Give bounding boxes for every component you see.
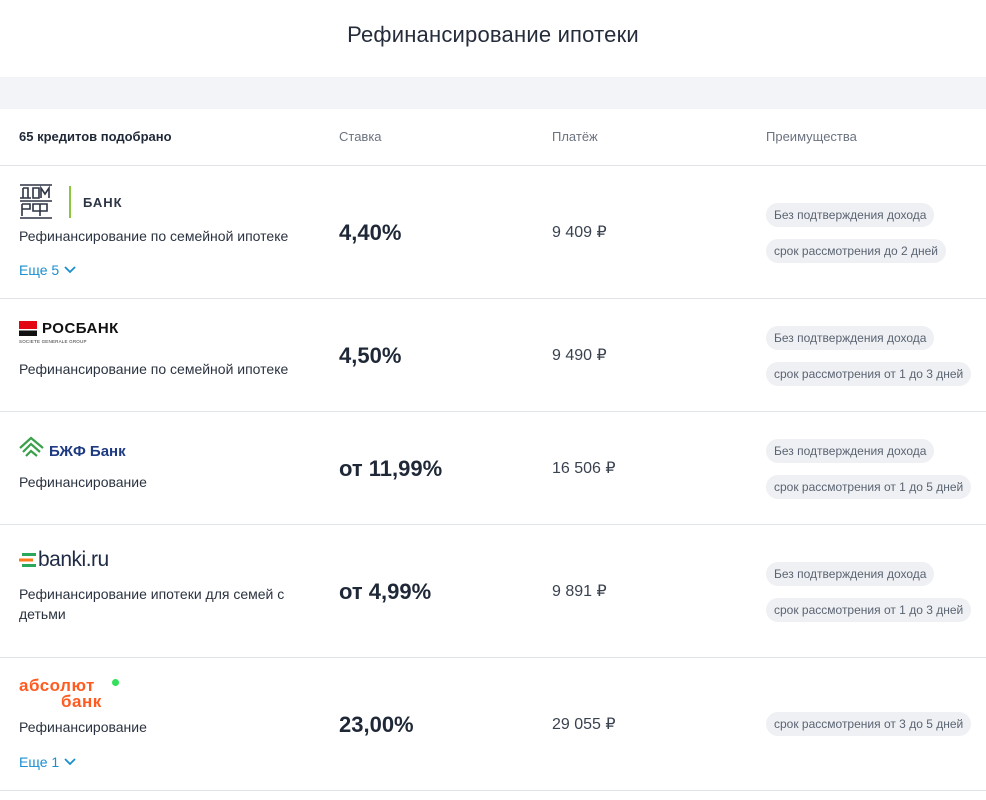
payment-value: 9 409 ₽: [552, 224, 607, 241]
rate-value: 4,50%: [339, 343, 402, 368]
rate-value: 4,40%: [339, 220, 402, 245]
payment-value: 29 055 ₽: [552, 716, 616, 733]
product-name[interactable]: Рефинансирование по семейной ипотеке: [19, 228, 289, 244]
domrf-bank-logo[interactable]: БАНК: [19, 184, 123, 220]
show-more-link[interactable]: Еще 1: [19, 754, 76, 770]
show-more-link[interactable]: Еще 5: [19, 262, 76, 278]
rosbank-logo-label: РОСБАНК: [42, 320, 119, 337]
column-payment-header[interactable]: Платёж: [552, 129, 598, 144]
product-name[interactable]: Рефинансирование: [19, 719, 147, 735]
banki-logo[interactable]: banki.ru: [19, 548, 109, 572]
chevron-down-icon: [64, 266, 76, 274]
absolut-bank-logo[interactable]: абсолют банк: [19, 676, 129, 711]
offer-row[interactable]: РОСБАНК SOCIETE GENERALE GROUP Рефинанси…: [0, 299, 986, 412]
offer-row[interactable]: БАНК Рефинансирование по семейной ипотек…: [0, 166, 986, 299]
offer-row[interactable]: БЖФ Банк Рефинансирование от 11,99% 16 5…: [0, 412, 986, 525]
advantage-badge: срок рассмотрения от 1 до 5 дней: [766, 475, 972, 499]
advantage-badge: срок рассмотрения от 1 до 3 дней: [766, 598, 972, 622]
rate-value: 23,00%: [339, 712, 414, 737]
page-title: Рефинансирование ипотеки: [347, 22, 639, 47]
offer-row[interactable]: banki.ru Рефинансирование ипотеки для се…: [0, 525, 986, 658]
advantage-badge: Без подтверждения дохода: [766, 562, 935, 586]
rosbank-logo-icon: [19, 321, 37, 336]
product-name[interactable]: Рефинансирование ипотеки для семей с дет…: [19, 586, 285, 622]
column-advantages-header: Преимущества: [766, 129, 857, 144]
bjf-bank-logo[interactable]: БЖФ Банк: [19, 436, 126, 460]
house-logo-icon: [19, 436, 44, 457]
domrf-divider: [69, 186, 71, 218]
payment-value: 16 506 ₽: [552, 460, 616, 477]
chevron-down-icon: [64, 758, 76, 766]
banki-logo-label: banki.ru: [38, 548, 109, 571]
domrf-logo-label: БАНК: [83, 194, 123, 210]
show-more-label: Еще 1: [19, 754, 60, 770]
advantage-badge: срок рассмотрения до 2 дней: [766, 239, 946, 263]
rate-value: от 11,99%: [339, 456, 443, 481]
rosbank-logo-subtitle: SOCIETE GENERALE GROUP: [19, 339, 87, 344]
rate-value: от 4,99%: [339, 579, 432, 604]
advantage-badge: Без подтверждения дохода: [766, 203, 935, 227]
advantage-badge: Без подтверждения дохода: [766, 326, 935, 350]
payment-value: 9 490 ₽: [552, 347, 607, 364]
domrf-logo-icon: [20, 184, 52, 219]
payment-value: 9 891 ₽: [552, 583, 607, 600]
list-header: 65 кредитов подобрано Ставка Платёж Преи…: [0, 109, 986, 166]
product-name[interactable]: Рефинансирование: [19, 474, 147, 490]
column-rate-header[interactable]: Ставка: [339, 129, 382, 144]
product-name[interactable]: Рефинансирование по семейной ипотеке: [19, 361, 289, 377]
advantage-badge: срок рассмотрения от 3 до 5 дней: [766, 712, 972, 736]
rosbank-logo[interactable]: РОСБАНК SOCIETE GENERALE GROUP: [19, 320, 119, 344]
absolut-logo-label-2: банк: [61, 692, 102, 711]
absolut-logo-label: абсолют: [19, 676, 95, 695]
advantage-badge: Без подтверждения дохода: [766, 439, 935, 463]
offer-row[interactable]: абсолют банк Рефинансирование Еще 1 23,0…: [0, 658, 986, 791]
banki-logo-icon: [19, 553, 36, 567]
results-count: 65 кредитов подобрано: [19, 129, 172, 144]
bjf-logo-label: БЖФ Банк: [49, 442, 126, 460]
advantage-badge: срок рассмотрения от 1 до 3 дней: [766, 362, 972, 386]
show-more-label: Еще 5: [19, 262, 60, 278]
absolut-dot-icon: [112, 679, 119, 686]
filters-band: [0, 77, 986, 109]
